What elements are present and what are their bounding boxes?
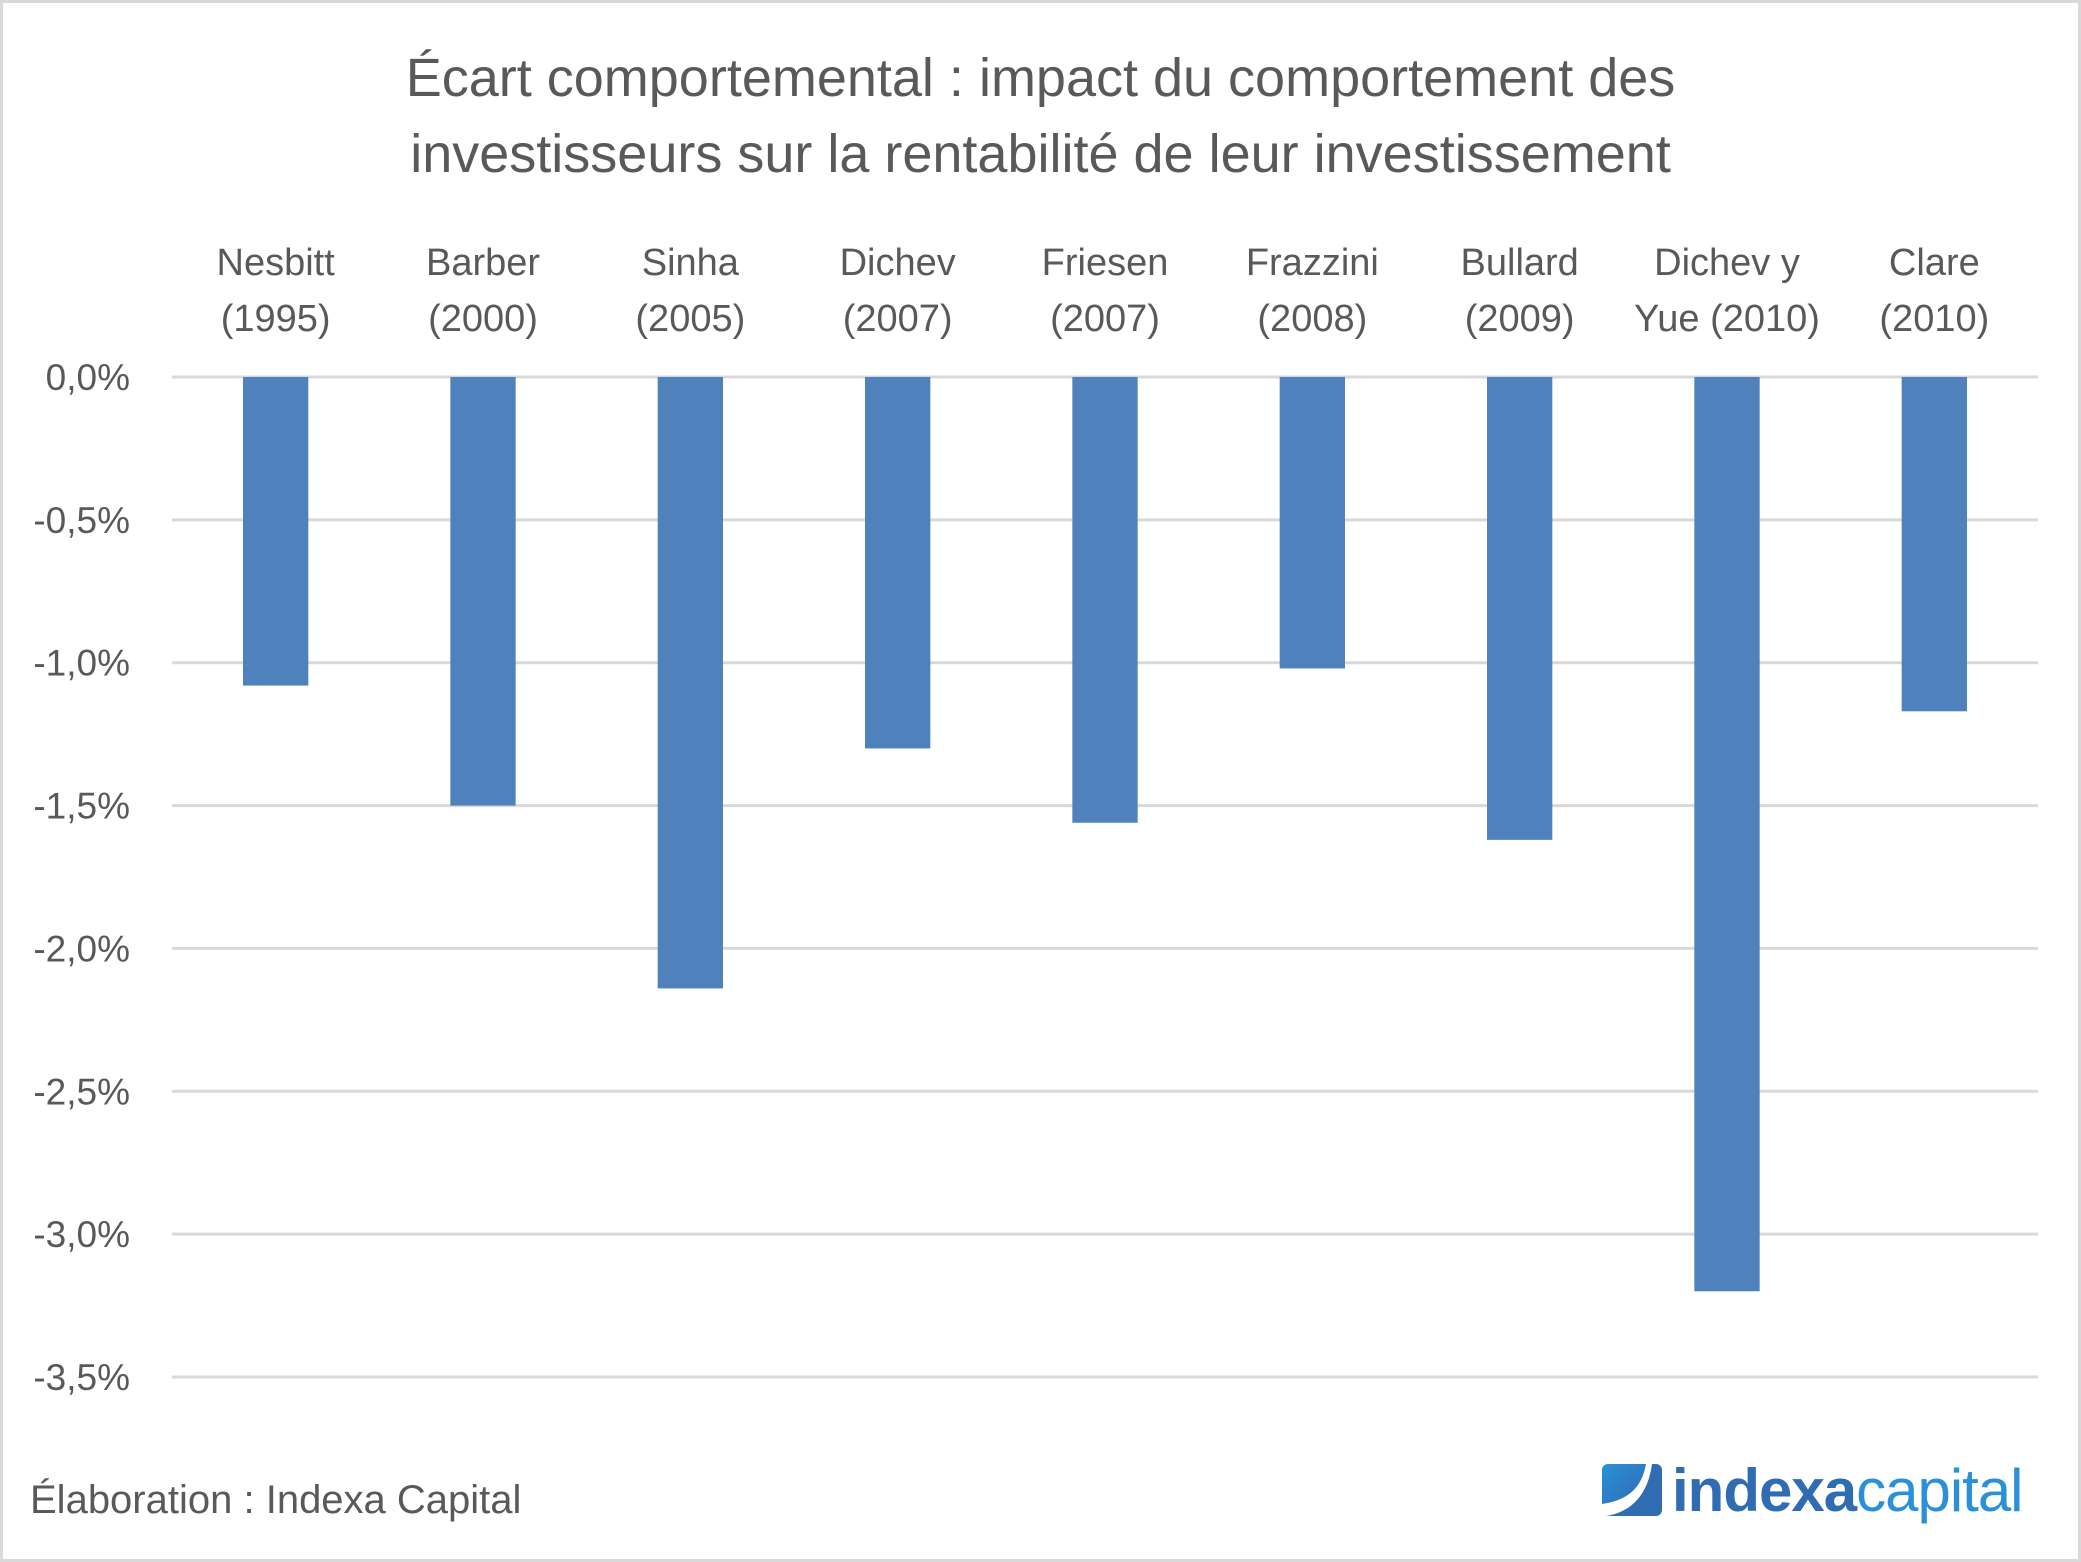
x-category-label: (2000) xyxy=(428,298,538,340)
x-category-label: Dichev y xyxy=(1654,242,1800,284)
x-category-label: Barber xyxy=(426,242,540,284)
bar xyxy=(657,377,723,989)
bars xyxy=(243,377,1967,1292)
x-category-label: Sinha xyxy=(642,242,740,284)
x-category-label: Clare xyxy=(1889,242,1980,284)
x-axis-category-labels: Nesbitt (1995) Barber (2000) Sinha (2005) Dich… xyxy=(217,242,1990,340)
y-tick-label: -1,5% xyxy=(33,786,130,827)
logo-wordmark-capital: capital xyxy=(1856,1456,2023,1524)
bar xyxy=(1487,377,1553,840)
bar xyxy=(1072,377,1138,823)
x-category-label: (2007) xyxy=(1050,298,1160,340)
x-category-label: (1995) xyxy=(221,298,331,340)
y-tick-label: -2,5% xyxy=(33,1071,130,1112)
bar xyxy=(865,377,931,749)
chart-title-line-2: investisseurs sur la rentabilité de leur… xyxy=(410,124,1671,184)
x-category-label: (2005) xyxy=(635,298,745,340)
indexa-capital-logo: indexa capital xyxy=(1602,1455,2024,1525)
x-category-label: Frazzini xyxy=(1246,242,1379,284)
y-tick-label: -3,5% xyxy=(33,1357,130,1398)
x-category-label: Yue (2010) xyxy=(1634,298,1820,340)
bar xyxy=(1694,377,1760,1292)
x-category-label: Dichev xyxy=(840,242,956,284)
x-category-label: (2010) xyxy=(1879,298,1989,340)
bar xyxy=(1279,377,1345,669)
source-note: Élaboration : Indexa Capital xyxy=(30,1478,522,1522)
indexa-logo-mark-icon xyxy=(1602,1464,1662,1516)
x-category-label: (2008) xyxy=(1257,298,1367,340)
chart-title: Écart comportemental : impact du comport… xyxy=(0,40,2081,192)
y-tick-label: 0,0% xyxy=(46,357,130,398)
y-axis-tick-labels: 0,0% -0,5% -1,0% -1,5% -2,0% -2,5% -3,0% -3,5% xyxy=(33,357,130,1398)
x-category-label: Bullard xyxy=(1461,242,1579,284)
y-tick-label: -3,0% xyxy=(33,1214,130,1255)
x-category-label: Nesbitt xyxy=(217,242,336,284)
logo-wordmark-indexa: indexa xyxy=(1672,1456,1857,1524)
bar xyxy=(450,377,516,806)
x-category-label: (2009) xyxy=(1465,298,1575,340)
bar xyxy=(243,377,309,686)
y-tick-label: -1,0% xyxy=(33,643,130,684)
x-category-label: Friesen xyxy=(1042,242,1169,284)
x-category-label: (2007) xyxy=(843,298,953,340)
y-tick-label: -0,5% xyxy=(33,500,130,541)
chart-title-line-1: Écart comportemental : impact du comport… xyxy=(405,48,1676,108)
y-tick-label: -2,0% xyxy=(33,928,130,969)
bar xyxy=(1901,377,1967,712)
